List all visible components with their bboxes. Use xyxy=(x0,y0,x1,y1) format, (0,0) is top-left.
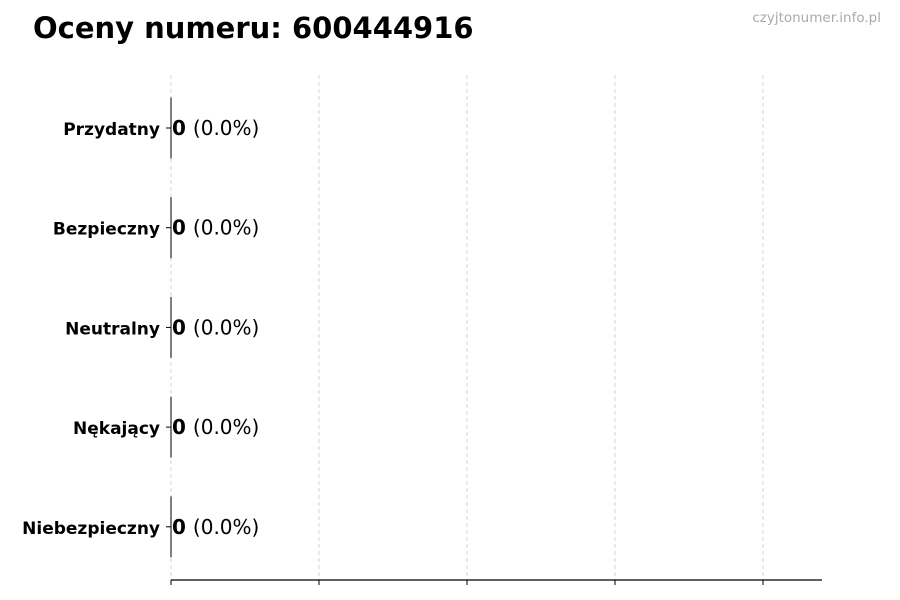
data-label-count: 0 xyxy=(172,216,186,240)
category-label: Niebezpieczny xyxy=(22,519,160,539)
data-label-count: 0 xyxy=(172,415,186,439)
category-label: Nękający xyxy=(73,419,160,439)
chart-title: Oceny numeru: 600444916 xyxy=(33,11,474,45)
data-label-percent: (0.0%) xyxy=(193,216,259,240)
data-label: 0 (0.0%) xyxy=(172,116,259,140)
watermark: czyjtonumer.info.pl xyxy=(752,10,881,26)
category-label: Bezpieczny xyxy=(53,220,160,240)
data-label: 0 (0.0%) xyxy=(172,216,259,240)
category-label: Przydatny xyxy=(63,120,160,140)
data-label-percent: (0.0%) xyxy=(193,515,259,539)
category-label: Neutralny xyxy=(65,319,160,339)
data-label-count: 0 xyxy=(172,515,186,539)
data-label-count: 0 xyxy=(172,315,186,339)
data-label: 0 (0.0%) xyxy=(172,415,259,439)
data-label-percent: (0.0%) xyxy=(193,415,259,439)
data-label-percent: (0.0%) xyxy=(193,315,259,339)
data-label: 0 (0.0%) xyxy=(172,315,259,339)
data-label: 0 (0.0%) xyxy=(172,515,259,539)
data-label-count: 0 xyxy=(172,116,186,140)
data-label-percent: (0.0%) xyxy=(193,116,259,140)
